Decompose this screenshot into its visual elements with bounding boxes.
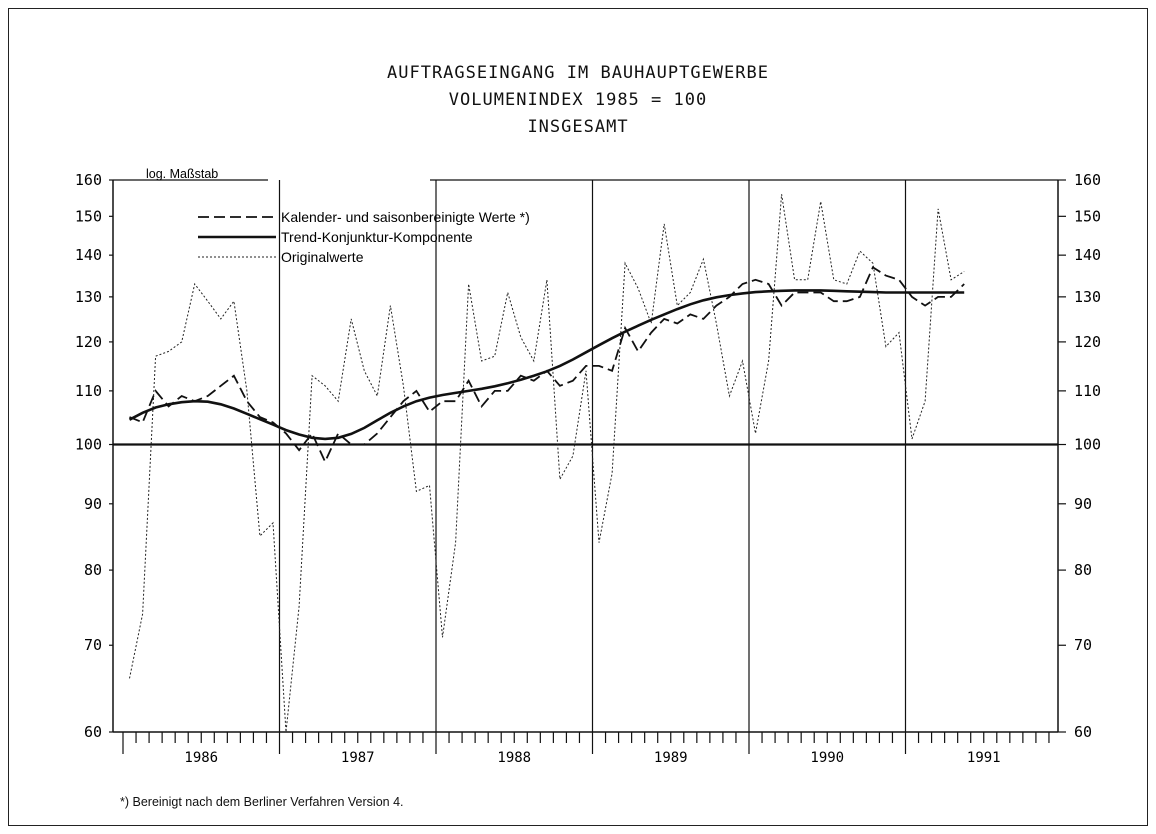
y-tick-label-left: 130 [75, 288, 102, 306]
y-tick-label-right: 100 [1074, 436, 1101, 454]
x-tick-label: 1988 [497, 750, 531, 766]
x-tick-label: 1987 [341, 750, 375, 766]
legend-label: Originalwerte [281, 249, 364, 265]
x-tick-label: 1990 [810, 750, 844, 766]
y-tick-label-right: 160 [1074, 171, 1101, 189]
y-tick-label-right: 140 [1074, 246, 1101, 264]
x-tick-label: 1989 [654, 750, 688, 766]
y-tick-label-left: 80 [84, 561, 102, 579]
y-tick-label-left: 140 [75, 246, 102, 264]
scale-label: log. Maßstab [146, 167, 218, 181]
figure-frame [8, 8, 1148, 826]
y-tick-label-left: 100 [75, 436, 102, 454]
y-tick-label-right: 70 [1074, 636, 1092, 654]
y-tick-label-right: 130 [1074, 288, 1101, 306]
chart-title-line-2: VOLUMENINDEX 1985 = 100 [448, 90, 708, 110]
y-tick-label-right: 120 [1074, 333, 1101, 351]
x-tick-label: 1986 [184, 750, 218, 766]
chart-title-line-1: AUFTRAGSEINGANG IM BAUHAUPTGEWERBE [387, 63, 769, 83]
y-tick-label-right: 80 [1074, 561, 1092, 579]
y-tick-label-left: 160 [75, 171, 102, 189]
y-tick-label-right: 90 [1074, 495, 1092, 513]
y-tick-label-left: 150 [75, 207, 102, 225]
y-tick-label-left: 120 [75, 333, 102, 351]
legend-label: Trend-Konjunktur-Komponente [281, 229, 473, 245]
series-line-dotted [129, 194, 965, 733]
series-line-solid [128, 289, 965, 441]
legend-label: Kalender- und saisonbereinigte Werte *) [281, 209, 530, 225]
y-tick-label-left: 90 [84, 495, 102, 513]
y-tick-label-left: 70 [84, 636, 102, 654]
y-tick-label-right: 150 [1074, 207, 1101, 225]
x-tick-label: 1991 [967, 750, 1001, 766]
series-line-dashed [129, 265, 965, 464]
footnote: *) Bereinigt nach dem Berliner Verfahren… [120, 795, 404, 809]
y-tick-label-right: 60 [1074, 723, 1092, 741]
y-tick-label-right: 110 [1074, 382, 1101, 400]
y-tick-label-left: 110 [75, 382, 102, 400]
chart-title-line-3: INSGESAMT [527, 117, 629, 137]
y-tick-label-left: 60 [84, 723, 102, 741]
